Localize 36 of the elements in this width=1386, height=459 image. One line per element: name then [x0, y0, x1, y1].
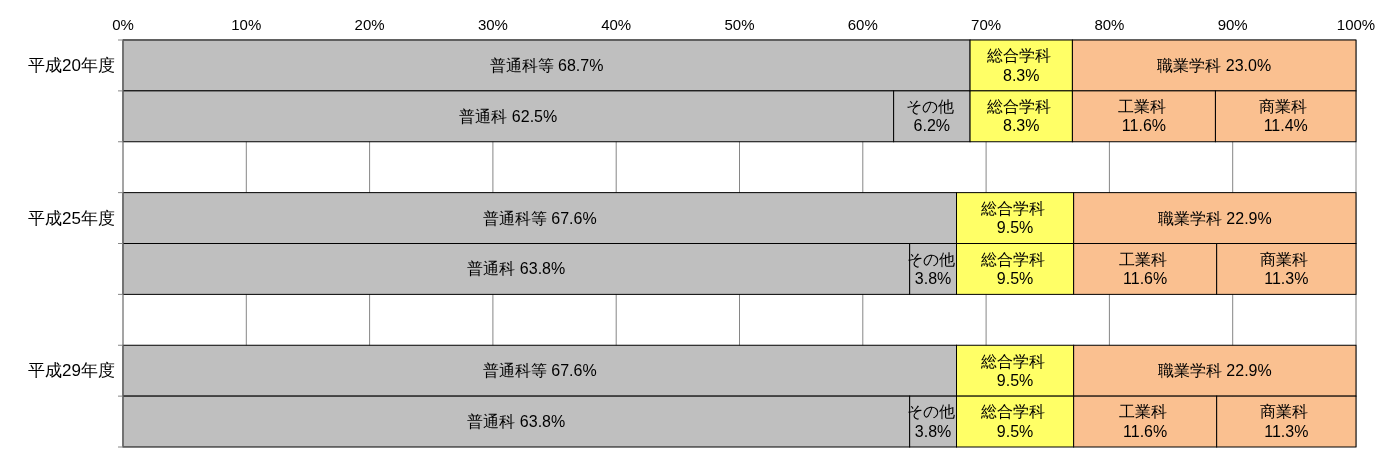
data-label: 商業科 11.3% [1260, 250, 1309, 288]
x-tick-label: 60% [847, 16, 878, 33]
y-tick-label: 平成29年度 [28, 361, 115, 381]
data-label: 職業学科 23.0% [1157, 56, 1272, 74]
x-tick-label: 0% [112, 16, 134, 33]
data-label: 普通科 63.8% [467, 413, 566, 431]
data-label: 工業科 11.6% [1118, 403, 1168, 440]
x-tick-label: 80% [1094, 16, 1125, 33]
data-label: 総合学科 9.5% [979, 250, 1045, 288]
data-label: 普通科等 67.6% [482, 209, 597, 227]
data-label: 工業科 11.6% [1118, 250, 1168, 288]
y-tick-label: 平成20年度 [28, 55, 115, 75]
x-tick-label: 100% [1336, 16, 1376, 33]
data-label: 総合学科 9.5% [979, 199, 1045, 237]
data-label: 総合学科 9.5% [979, 352, 1045, 389]
data-label: 総合学科 9.5% [979, 403, 1045, 440]
x-tick-label: 10% [231, 16, 262, 33]
data-label: 総合学科 8.3% [986, 98, 1052, 135]
data-label: 普通科 62.5% [459, 107, 558, 125]
x-tick-label: 30% [477, 16, 508, 33]
data-label: 商業科 11.4% [1259, 98, 1308, 135]
x-tick-label: 70% [971, 16, 1002, 33]
x-tick-label: 40% [601, 16, 632, 33]
x-tick-label: 20% [354, 16, 385, 33]
y-tick-label: 平成25年度 [28, 208, 115, 228]
data-label: 商業科 11.3% [1260, 403, 1309, 440]
data-label: 職業学科 22.9% [1157, 209, 1272, 227]
data-label: 普通科等 67.6% [482, 362, 597, 380]
data-label: 総合学科 8.3% [986, 47, 1052, 84]
data-label: 工業科 11.6% [1117, 98, 1167, 135]
data-label: 職業学科 22.9% [1157, 362, 1272, 380]
x-tick-label: 50% [724, 16, 755, 33]
x-tick-label: 90% [1217, 16, 1248, 33]
data-label: 普通科 63.8% [467, 260, 566, 278]
data-label: その他 6.2% [905, 98, 954, 135]
data-label: 普通科等 68.7% [489, 56, 604, 74]
